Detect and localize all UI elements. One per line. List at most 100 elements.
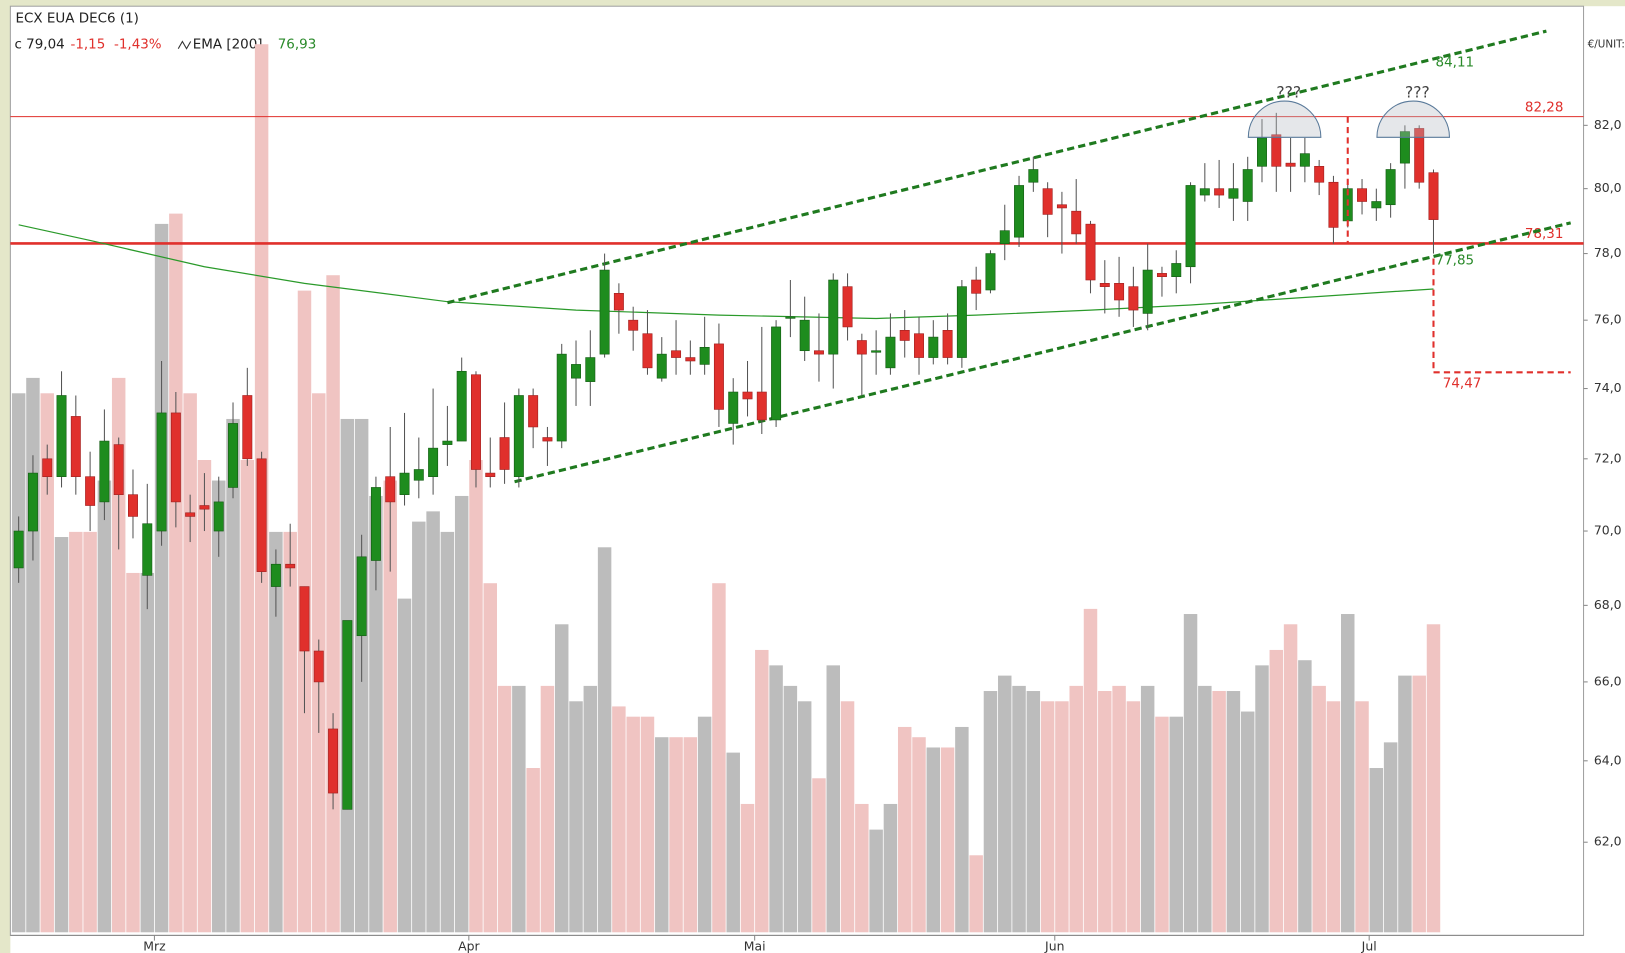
candle-body: [1114, 283, 1125, 301]
volume-bar: [955, 726, 969, 933]
candle-body: [385, 476, 396, 503]
volume-bar: [1283, 624, 1298, 933]
volume-bar: [211, 480, 226, 933]
candle-body: [256, 458, 267, 572]
volume-bar: [440, 531, 455, 933]
candle-body: [556, 353, 567, 442]
candle-body: [713, 343, 724, 410]
volume-bar: [740, 803, 755, 933]
candle-body: [170, 412, 181, 503]
volume-bar: [1155, 716, 1169, 933]
candle-body: [542, 437, 553, 442]
volume-bar: [640, 716, 655, 933]
volume-bar: [583, 685, 598, 933]
volume-bar: [1012, 685, 1026, 933]
volume-bar: [1341, 614, 1355, 933]
volume-bar: [11, 393, 26, 933]
volume-bar: [897, 726, 912, 933]
x-tick-label: Apr: [458, 938, 480, 953]
volume-bar: [240, 460, 255, 933]
volume-bar: [712, 583, 726, 933]
volume-bar: [69, 531, 83, 933]
candle-body: [228, 423, 238, 488]
volume-bar: [269, 531, 283, 933]
candle-body: [1228, 188, 1239, 199]
candle-body: [70, 416, 81, 477]
candle-body: [1128, 286, 1139, 311]
candle-body: [42, 458, 53, 477]
volume-bar: [454, 495, 469, 933]
volume-bar: [969, 855, 983, 933]
candle-body: [471, 374, 481, 470]
question-label: ???: [1405, 83, 1430, 101]
volume-bar: [1226, 691, 1241, 933]
candle-body: [585, 357, 596, 382]
volume-bar: [483, 583, 498, 933]
volume-bar: [926, 747, 941, 933]
volume-bar: [497, 685, 512, 933]
chart-title: ECX EUA DEC6 (1): [16, 12, 139, 27]
volume-bar: [612, 706, 626, 933]
volume-bar: [1383, 742, 1398, 933]
candle-body: [1042, 188, 1053, 215]
volume-bar: [812, 778, 826, 933]
candle-body: [914, 333, 924, 358]
y-tick-label: 70,0: [1594, 523, 1622, 538]
candle-body: [1357, 188, 1368, 202]
volume-bar: [1398, 675, 1412, 933]
candle-body: [571, 364, 581, 379]
candle-body: [1056, 204, 1067, 209]
volume-bar: [40, 393, 54, 933]
volume-bar: [326, 275, 340, 933]
y-tick-label: 74,0: [1594, 380, 1622, 395]
candle-body: [1185, 185, 1196, 268]
candle-body: [1071, 210, 1082, 235]
volume-bar: [283, 531, 297, 933]
volume-bar: [83, 531, 97, 933]
volume-bar: [197, 460, 212, 933]
candle-body: [985, 253, 996, 291]
candle-body: [1085, 223, 1096, 281]
candle-body: [771, 326, 782, 421]
volume-bar: [226, 418, 240, 933]
indicator-icon: [177, 40, 192, 50]
close-info: c 79,04: [15, 38, 65, 53]
volume-bar: [840, 701, 855, 933]
candle-body: [156, 412, 167, 532]
y-tick-label: 82,0: [1594, 117, 1622, 132]
volume-bar: [1269, 649, 1284, 933]
volume-bar: [1298, 660, 1312, 933]
candle-body: [428, 447, 439, 477]
candle-body: [528, 395, 539, 428]
volume-bar: [912, 737, 926, 933]
volume-bar: [1212, 691, 1226, 933]
candle-body: [1271, 134, 1282, 167]
volume-bar: [726, 752, 740, 933]
volume-bar: [683, 737, 698, 933]
volume-bar: [1112, 685, 1126, 933]
candle-body: [1242, 169, 1253, 202]
x-tick-label: Jul: [1361, 938, 1377, 953]
candle-body: [242, 395, 253, 460]
candle-body: [971, 279, 982, 294]
y-tick-label: 76,0: [1594, 312, 1622, 327]
candle-body: [113, 444, 124, 495]
candle-body: [1171, 263, 1182, 277]
candle-body: [142, 523, 153, 576]
candle-body: [842, 286, 853, 328]
candle-body: [1399, 131, 1410, 164]
annotation-label: 84,11: [1436, 55, 1475, 70]
volume-bar: [998, 675, 1012, 933]
candle-body: [956, 286, 967, 358]
y-tick-label: 78,0: [1594, 245, 1622, 260]
volume-bar: [369, 495, 383, 933]
candle-body: [671, 350, 682, 358]
candle-body: [685, 357, 696, 362]
volume-bar: [1369, 768, 1384, 933]
y-tick-label: 72,0: [1594, 450, 1622, 465]
ema-line: [18, 224, 1434, 320]
candle-body: [270, 563, 281, 587]
volume-bar: [1026, 691, 1041, 933]
volume-bar: [869, 829, 883, 933]
candle-body: [413, 469, 424, 481]
